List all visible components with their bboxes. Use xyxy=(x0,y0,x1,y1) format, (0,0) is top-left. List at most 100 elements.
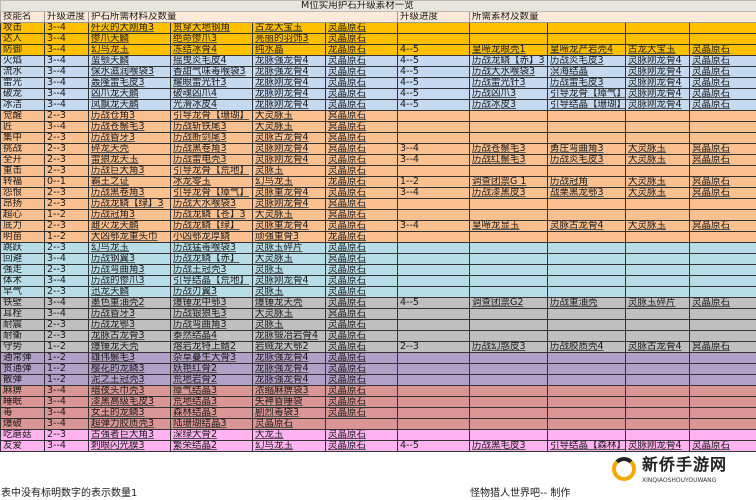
material-cell: 轰隆雷毛皮3 xyxy=(88,77,171,89)
skill-name: 麻痹 xyxy=(0,385,45,397)
material-cell: 灵脉刚龙骨4 xyxy=(252,198,326,210)
material-cell: 灵晶原石 xyxy=(325,264,398,276)
material-cell: 灵脉刚龙骨4 xyxy=(252,275,326,287)
material-cell: 小凶鄂龙厚鳞 xyxy=(170,231,253,243)
material-cell: 荒地结晶3 xyxy=(170,396,253,408)
table-row: 明苗 1--2 大凶鄂龙重头巾 小凶鄂龙厚鳞 顽强重骨3 龙晶原石 xyxy=(0,231,756,243)
material-cell-2 xyxy=(547,275,626,287)
material-cell-2 xyxy=(625,253,690,265)
material-cell-2 xyxy=(625,286,690,298)
material-cell: 灵晶原石 xyxy=(325,154,398,166)
material-cell-2 xyxy=(625,319,690,331)
material-cell-2 xyxy=(689,242,756,254)
material-cell-2: 历战凶爪3 xyxy=(469,88,548,100)
material-cell-2: 战栗黑龙鄂3 xyxy=(547,187,626,199)
material-cell-2 xyxy=(547,319,626,331)
skill-name: 通常弹 xyxy=(0,352,45,364)
upgrade-progress: 3--4 xyxy=(44,396,89,408)
material-cell: 历战王冠壳3 xyxy=(170,264,253,276)
material-cell-2 xyxy=(625,374,690,386)
material-cell: 雷狼龙天玉 xyxy=(88,154,171,166)
upgrade-progress-2 xyxy=(397,121,470,133)
material-cell-2 xyxy=(547,33,626,45)
upgrade-progress: 3--4 xyxy=(44,308,89,320)
material-cell-2: 灵脉刚龙骨4 xyxy=(625,88,690,100)
material-cell-2: 历战重油壳 xyxy=(547,297,626,309)
table-row: 火焰 3--4 蛮颚天麟 摇曳炎毛皮4 龙脉强龙骨4 灵晶原石 4--5 历战龙鳞【赤】3 历战… xyxy=(0,55,756,67)
skill-name: 耐衝 xyxy=(0,330,45,342)
skill-name: 睡眠 xyxy=(0,396,45,408)
material-cell: 灵脉玉 xyxy=(252,165,326,177)
material-cell: 历战大水喉袋3 xyxy=(170,198,253,210)
upgrade-progress-2 xyxy=(397,429,470,441)
material-cell-2 xyxy=(689,308,756,320)
material-cell-2 xyxy=(469,275,548,287)
material-cell: 摇曳炎毛皮4 xyxy=(170,55,253,67)
skill-name: 破龙 xyxy=(0,88,45,100)
material-cell-2 xyxy=(469,396,548,408)
skill-name: 达人 xyxy=(0,33,45,45)
upgrade-progress-2 xyxy=(397,330,470,342)
material-cell-2 xyxy=(625,231,690,243)
material-cell: 深绿大骨2 xyxy=(170,429,253,441)
material-cell: 冥晶原石 xyxy=(325,143,398,155)
material-cell: 大龙玉 xyxy=(252,429,326,441)
material-cell: 幻鸟龙玉 xyxy=(88,242,171,254)
upgrade-progress-2 xyxy=(397,374,470,386)
table-row: 友爱 3--4 刺眼闪光膜3 繁荣结晶2 幻鸟龙玉 灵晶原石 4--5 历战黑毛皮3 引导结晶【… xyxy=(0,440,756,452)
upgrade-progress-2: 4--5 xyxy=(397,66,470,78)
material-cell-2: 勇庄弯曲角3 xyxy=(547,143,626,155)
material-cell: 历战的惨爪3 xyxy=(88,275,171,287)
material-cell-2 xyxy=(469,121,548,133)
material-cell: 灵脉玉碎片 xyxy=(252,242,326,254)
material-cell-2: 冥晶原石 xyxy=(689,143,756,155)
material-cell: 灵脉重龙骨4 xyxy=(252,220,326,232)
material-cell-2 xyxy=(689,231,756,243)
material-cell: 墨色重油壳2 xyxy=(88,297,171,309)
upgrade-progress: 3--4 xyxy=(44,88,89,100)
material-cell: 灵晶原石 xyxy=(325,286,398,298)
material-cell-2: 皇啼龙产岩壳4 xyxy=(547,44,626,56)
upgrade-progress: 2--3 xyxy=(44,143,89,155)
table-row: 觉醒 2--3 历战仓角3 引导龙骨【珊瑚】 大灵脉玉 冥晶原石 xyxy=(0,110,756,122)
material-cell-2: 灵晶原石 xyxy=(689,66,756,78)
upgrade-progress-2 xyxy=(397,198,470,210)
upgrade-progress-2: 3--4 xyxy=(397,220,470,232)
charm-upgrade-table: M位实用护石升级素材一览 技能名 升级进度 护石所需材料及数量 升级进度 所需素… xyxy=(0,0,756,452)
upgrade-progress: 1--2 xyxy=(44,231,89,243)
skill-name: 守势 xyxy=(0,341,45,353)
upgrade-progress: 1--2 xyxy=(44,352,89,364)
header-progress2: 升级进度 xyxy=(397,11,470,23)
material-cell: 历战昏牙3 xyxy=(88,308,171,320)
material-cell-2 xyxy=(625,264,690,276)
material-cell: 灵晶原石 xyxy=(325,66,398,78)
upgrade-progress: 3--4 xyxy=(44,99,89,111)
material-cell: 龙脉刚龙骨4 xyxy=(252,77,326,89)
material-cell-2: 大灵脉玉 xyxy=(625,143,690,155)
material-cell-2: 灵脉刚龙骨4 xyxy=(625,99,690,111)
material-cell: 龙晶原石 xyxy=(325,176,398,188)
upgrade-progress: 3--4 xyxy=(44,66,89,78)
header-skill: 技能名 xyxy=(0,11,45,23)
material-cell-2 xyxy=(469,308,548,320)
material-cell-2 xyxy=(689,429,756,441)
material-cell-2: 灵晶原石 xyxy=(689,297,756,309)
material-cell-2 xyxy=(547,374,626,386)
table-row: 重击 2--3 历战巨大角3 引导龙骨【荒地】 灵脉玉 灵晶原石 xyxy=(0,165,756,177)
table-row: 超心 1--2 历战冠角3 历战龙鳞【苍】3 大灵脉玉 冥晶原石 xyxy=(0,209,756,221)
material-cell: 蛮颚天麟 xyxy=(88,55,171,67)
footer-credit: 怪物猎人世界吧-- 制作 xyxy=(470,488,571,499)
material-cell: 霸王之证 xyxy=(88,176,171,188)
material-cell-2 xyxy=(547,330,626,342)
upgrade-progress: 1--2 xyxy=(44,363,89,375)
material-cell-2 xyxy=(547,132,626,144)
table-row: 昂扬 2--3 历战龙鳞【绿】3 历战大水喉袋3 灵脉刚龙骨4 冥晶原石 xyxy=(0,198,756,210)
skill-name: 耐震 xyxy=(0,319,45,331)
material-cell-2 xyxy=(689,319,756,331)
upgrade-progress-2: 1--2 xyxy=(397,176,470,188)
material-cell: 龙脉锻冶岩骨4 xyxy=(252,330,326,342)
skill-name: 跳跃 xyxy=(0,242,45,254)
material-cell: 冥晶原石 xyxy=(325,198,398,210)
material-cell-2: 灵晶原石 xyxy=(689,88,756,100)
material-cell: 龙晶原石 xyxy=(325,44,398,56)
